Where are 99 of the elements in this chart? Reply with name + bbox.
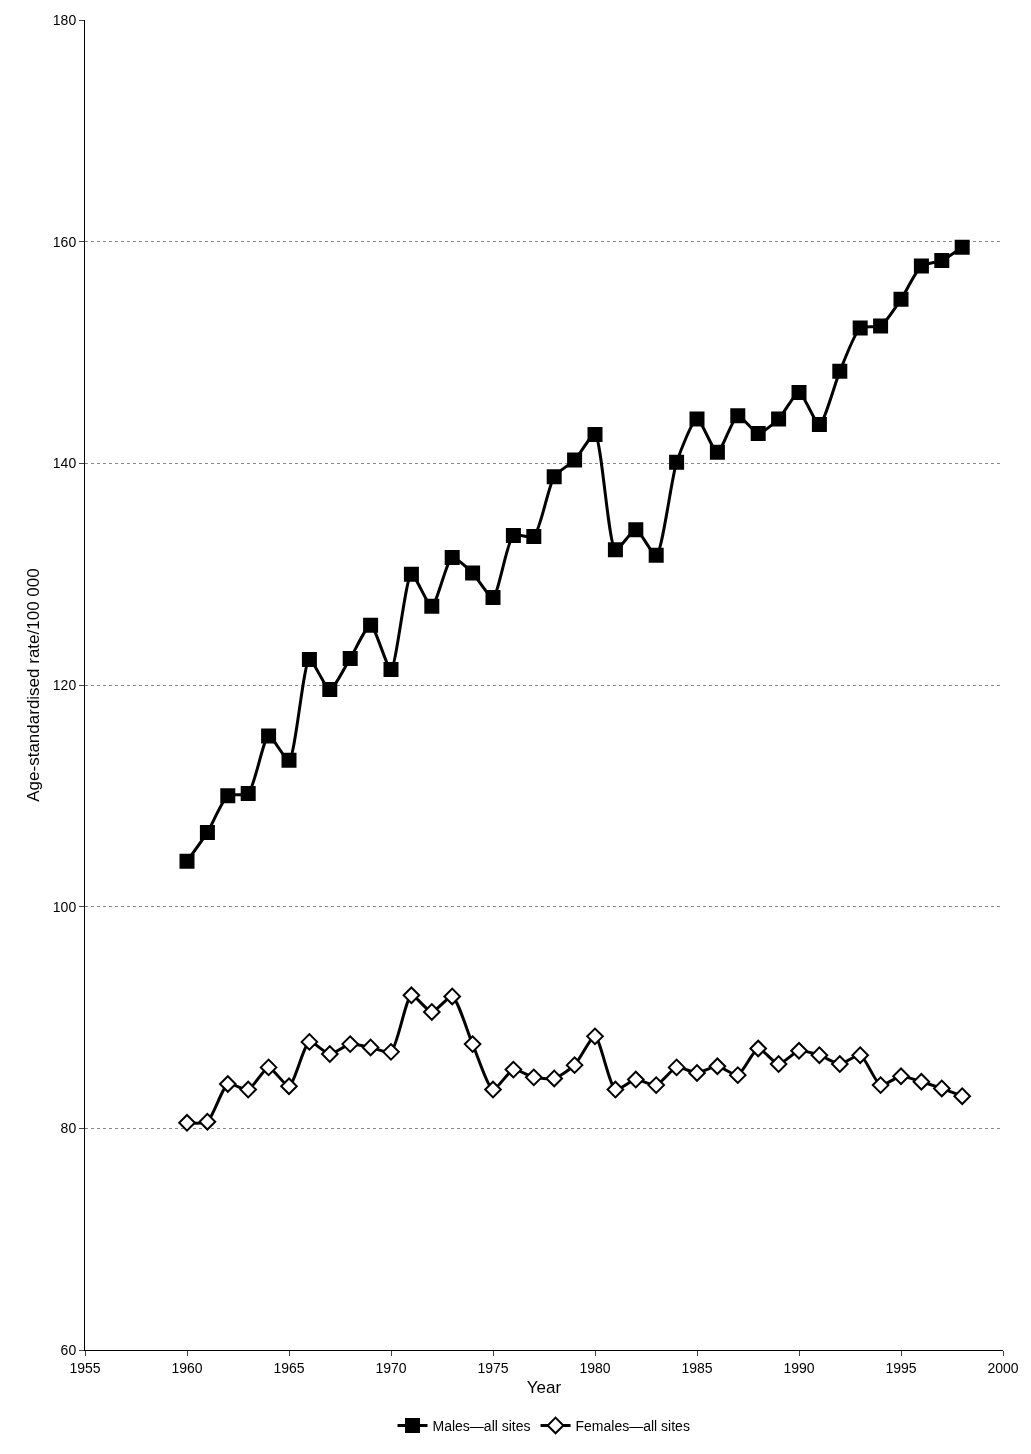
point xyxy=(607,542,623,558)
point xyxy=(465,565,481,581)
point xyxy=(913,258,929,274)
point xyxy=(811,417,827,433)
point xyxy=(709,444,725,460)
y-tick-label: 60 xyxy=(60,1341,77,1358)
point xyxy=(790,1041,808,1060)
point xyxy=(648,547,664,563)
point xyxy=(505,527,521,543)
point xyxy=(280,1077,298,1096)
point xyxy=(689,411,705,427)
x-tick-label: 1980 xyxy=(579,1359,611,1376)
y-tick-label: 160 xyxy=(52,233,77,250)
point xyxy=(953,1087,971,1105)
point xyxy=(443,987,461,1006)
point xyxy=(791,384,807,400)
point xyxy=(873,318,889,334)
x-axis-title: Year xyxy=(526,1378,562,1398)
point xyxy=(587,427,603,443)
point xyxy=(831,1055,849,1073)
y-tick-label: 140 xyxy=(52,455,77,472)
point xyxy=(220,788,236,804)
point xyxy=(749,1039,767,1058)
x-tick-label: 1990 xyxy=(783,1359,815,1376)
point xyxy=(546,469,562,485)
point xyxy=(954,239,970,255)
x-tick-label: 2000 xyxy=(987,1359,1019,1376)
x-tick-label: 1995 xyxy=(885,1359,917,1376)
x-tick-label: 1985 xyxy=(681,1359,713,1376)
point xyxy=(402,986,421,1005)
point xyxy=(198,1112,217,1131)
point xyxy=(545,1069,563,1088)
point xyxy=(525,1068,543,1087)
point xyxy=(361,1038,380,1057)
point xyxy=(567,452,583,468)
point xyxy=(526,528,542,544)
point xyxy=(769,1055,788,1073)
point xyxy=(179,853,195,869)
point xyxy=(342,650,358,666)
point xyxy=(261,728,277,744)
point xyxy=(239,1080,257,1099)
point xyxy=(322,681,338,697)
point xyxy=(912,1072,931,1091)
y-tick-label: 100 xyxy=(52,898,77,915)
legend-label: Males—all sites xyxy=(432,1417,531,1434)
point xyxy=(893,291,909,307)
point xyxy=(240,786,256,802)
x-tick-label: 1970 xyxy=(375,1359,407,1376)
point xyxy=(463,1035,482,1053)
point xyxy=(647,1076,665,1094)
point xyxy=(341,1035,359,1053)
point xyxy=(444,550,460,566)
point xyxy=(667,1058,686,1077)
point xyxy=(810,1046,829,1064)
point xyxy=(300,1033,319,1051)
y-tick-label: 80 xyxy=(60,1120,77,1137)
x-tick-label: 1965 xyxy=(273,1359,305,1376)
point xyxy=(565,1056,584,1074)
point xyxy=(729,1066,747,1084)
point xyxy=(606,1080,625,1099)
point xyxy=(382,1043,400,1061)
point xyxy=(403,566,419,582)
point xyxy=(199,824,215,840)
point xyxy=(321,1045,339,1063)
point xyxy=(628,522,644,538)
point xyxy=(423,1003,441,1021)
point xyxy=(259,1058,278,1077)
point xyxy=(424,598,440,614)
point xyxy=(586,1027,604,1046)
point xyxy=(504,1060,523,1079)
point xyxy=(219,1075,237,1093)
y-tick-label: 180 xyxy=(52,11,77,28)
point xyxy=(484,1080,502,1099)
point xyxy=(627,1070,645,1089)
point xyxy=(832,363,848,379)
point xyxy=(178,1113,196,1132)
point xyxy=(771,411,787,427)
x-tick-label: 1955 xyxy=(69,1359,101,1376)
point xyxy=(933,1079,951,1098)
point xyxy=(301,652,317,668)
point xyxy=(852,320,868,336)
point xyxy=(892,1067,910,1086)
x-tick-label: 1960 xyxy=(171,1359,203,1376)
y-tick-label: 120 xyxy=(52,676,77,693)
point xyxy=(281,752,297,768)
point xyxy=(363,617,379,633)
point xyxy=(851,1046,869,1064)
point xyxy=(708,1057,727,1076)
point xyxy=(730,408,746,424)
point xyxy=(750,425,766,441)
point xyxy=(688,1064,706,1082)
x-tick-label: 1975 xyxy=(477,1359,509,1376)
y-axis-title: Age-standardised rate/100 000 xyxy=(24,568,44,802)
point xyxy=(485,589,501,605)
legend-label: Females—all sites xyxy=(575,1417,690,1434)
point xyxy=(383,661,399,677)
point xyxy=(871,1076,890,1094)
point xyxy=(669,454,685,470)
point xyxy=(934,253,950,269)
